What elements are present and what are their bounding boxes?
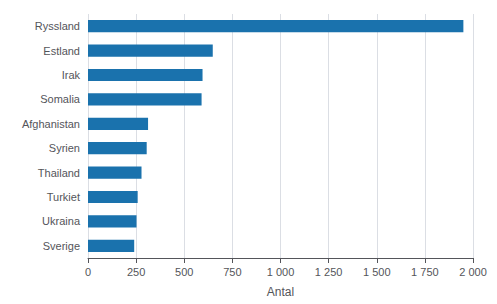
svg-text:750: 750 [223, 266, 241, 278]
svg-text:Syrien: Syrien [49, 142, 80, 154]
svg-text:Afghanistan: Afghanistan [22, 118, 80, 130]
svg-text:Ukraina: Ukraina [42, 215, 81, 227]
svg-text:Turkiet: Turkiet [47, 191, 80, 203]
svg-text:500: 500 [175, 266, 193, 278]
svg-text:Somalia: Somalia [40, 93, 81, 105]
svg-text:1 250: 1 250 [315, 266, 343, 278]
svg-text:Ryssland: Ryssland [35, 20, 80, 32]
svg-text:Estland: Estland [43, 45, 80, 57]
svg-text:1 500: 1 500 [363, 266, 391, 278]
svg-text:1 750: 1 750 [411, 266, 439, 278]
svg-text:0: 0 [85, 266, 91, 278]
svg-text:Antal: Antal [267, 285, 294, 299]
svg-text:2 000: 2 000 [459, 266, 487, 278]
svg-text:Sverige: Sverige [43, 240, 80, 252]
svg-text:250: 250 [127, 266, 145, 278]
svg-text:Irak: Irak [62, 69, 81, 81]
svg-text:1 000: 1 000 [267, 266, 295, 278]
svg-text:Thailand: Thailand [38, 167, 80, 179]
